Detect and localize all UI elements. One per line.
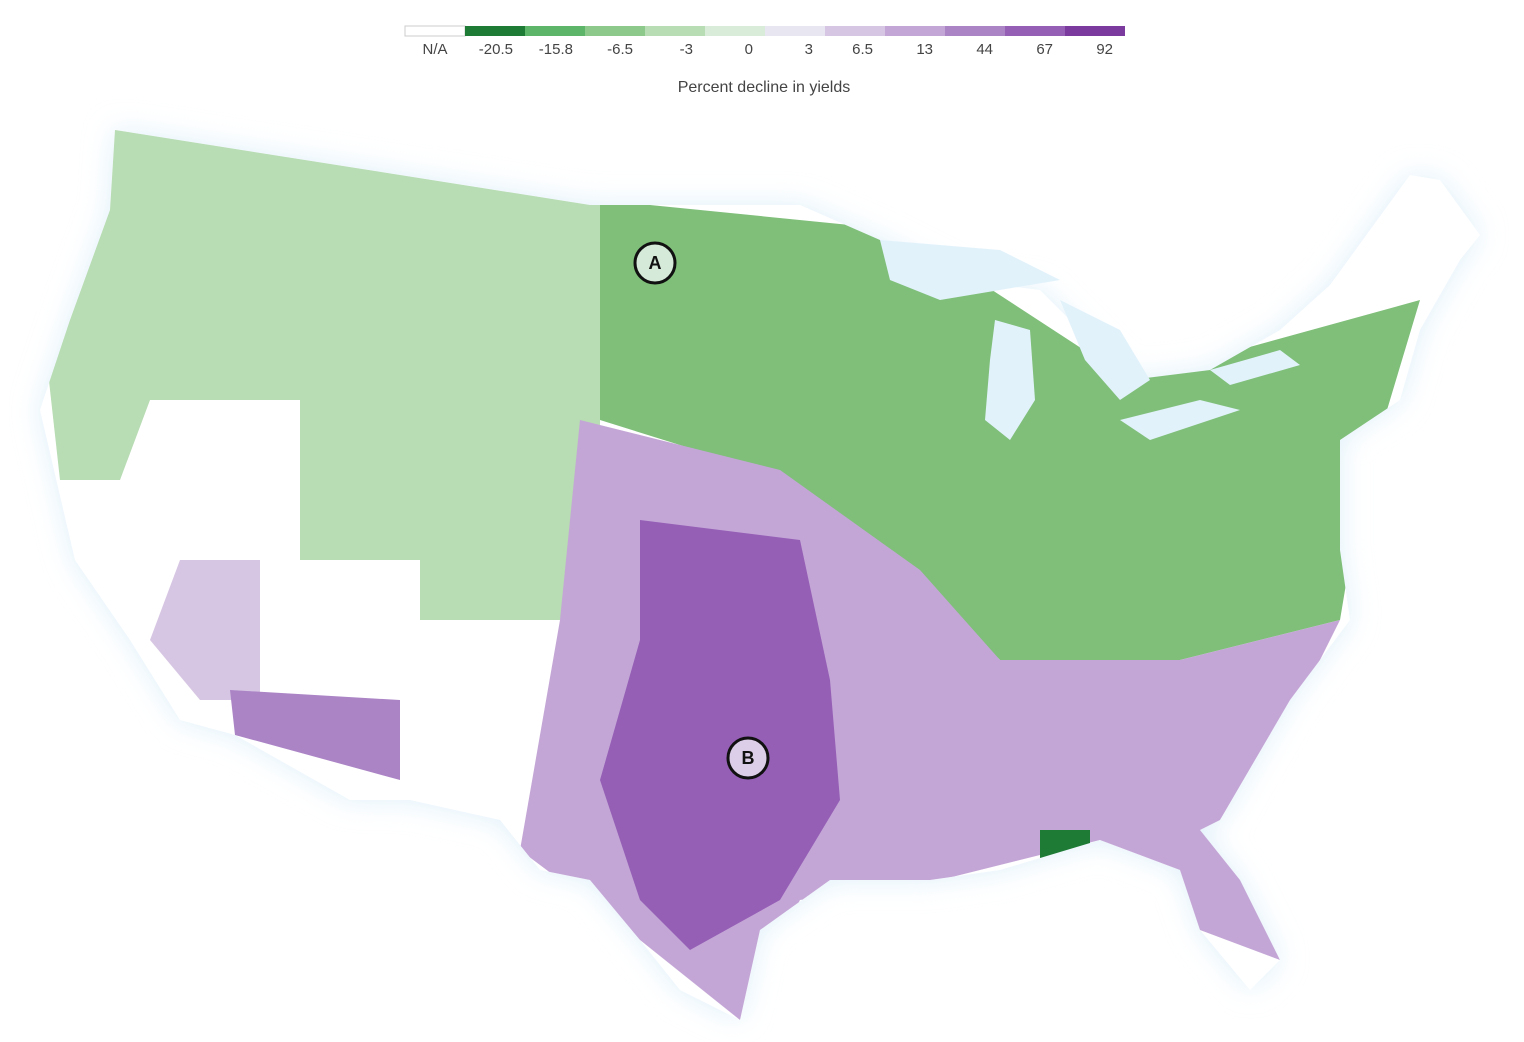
- legend-label: -3: [680, 41, 693, 58]
- county-fill: [40, 130, 1480, 1020]
- marker-circle: [633, 241, 677, 285]
- legend-swatch: [525, 26, 585, 36]
- legend-label: -20.5: [479, 41, 513, 58]
- california-region: [150, 560, 260, 700]
- legend-title: Percent decline in yields: [678, 79, 851, 96]
- legend-label: 6.5: [852, 41, 873, 58]
- legend-swatch: [585, 26, 645, 36]
- legend-label: 3: [805, 41, 813, 58]
- marker-label: A: [649, 253, 662, 273]
- legend-label: 13: [916, 41, 933, 58]
- great-lakes: [880, 240, 1300, 440]
- marker-circle: [726, 736, 770, 780]
- marker-label: B: [742, 748, 755, 768]
- legend-swatch: [825, 26, 885, 36]
- green-patch: [1040, 830, 1090, 860]
- legend-swatch: [1005, 26, 1065, 36]
- legend-label: -15.8: [539, 41, 573, 58]
- legend-swatch: [404, 25, 466, 37]
- legend-label: 92: [1096, 41, 1113, 58]
- legend-label: 0: [745, 41, 753, 58]
- legend-swatch: [885, 26, 945, 36]
- legend-label: 67: [1036, 41, 1053, 58]
- legend-label: -6.5: [607, 41, 633, 58]
- legend: Percent decline in yields N/A -20.5 -15.8 -…: [404, 25, 1125, 96]
- legend-swatch: [465, 26, 525, 36]
- texas-region: [600, 520, 840, 950]
- legend-swatch: [945, 26, 1005, 36]
- legend-swatch: [765, 26, 825, 36]
- legend-swatch: [1065, 26, 1125, 36]
- arizona-region: [230, 690, 400, 780]
- legend-swatch: [645, 26, 705, 36]
- west-region: [40, 130, 600, 620]
- annotations: AB: [633, 241, 770, 780]
- legend-swatch: [705, 26, 765, 36]
- legend-label: 44: [976, 41, 993, 58]
- legend-label: N/A: [422, 41, 447, 58]
